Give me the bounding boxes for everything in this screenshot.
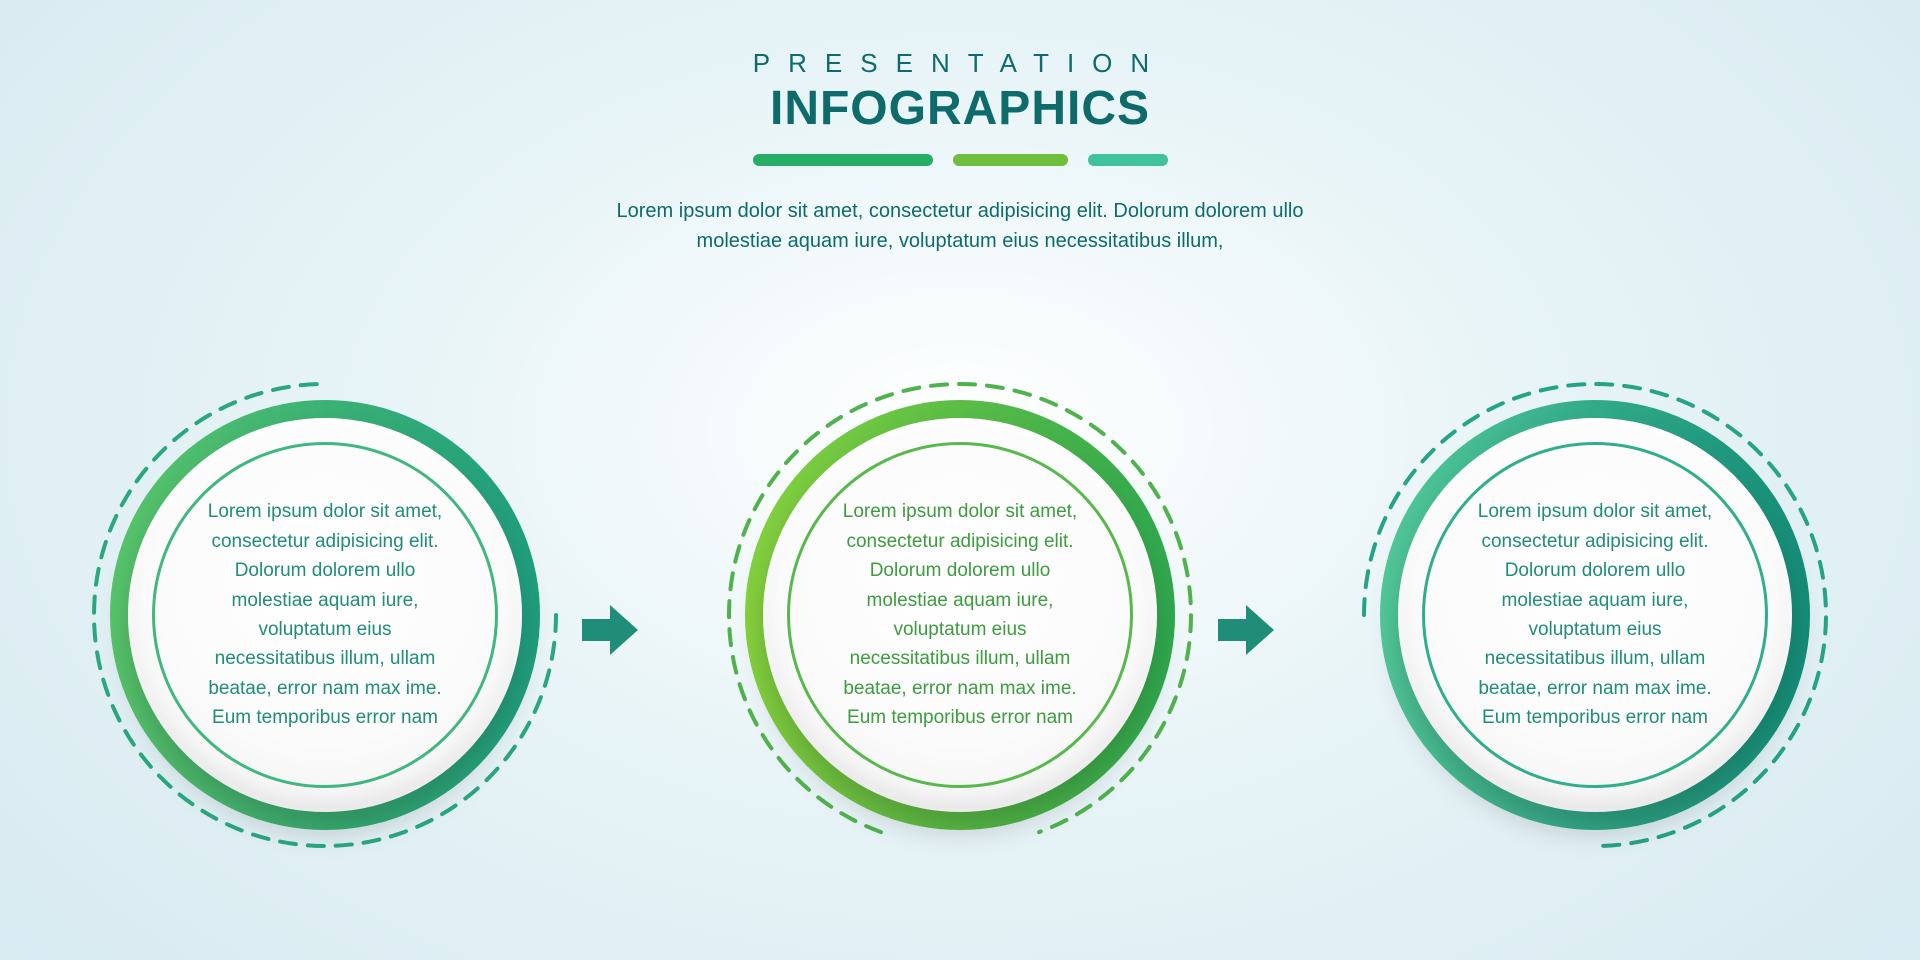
steps-row: Lorem ipsum dolor sit amet, consectetur … [0,380,1920,880]
title-large: INFOGRAPHICS [510,81,1410,136]
title-small: PRESENTATION [510,48,1410,79]
accent-bars [510,154,1410,166]
step-2: Lorem ipsum dolor sit amet, consectetur … [745,400,1175,830]
step-2-text: Lorem ipsum dolor sit amet, consectetur … [813,468,1107,762]
accent-bar-3 [1088,154,1168,166]
header: PRESENTATION INFOGRAPHICS Lorem ipsum do… [510,48,1410,256]
accent-bar-1 [753,154,933,166]
accent-bar-2 [953,154,1068,166]
arrow-right-icon [582,605,638,655]
step-1: Lorem ipsum dolor sit amet, consectetur … [110,400,540,830]
step-3: Lorem ipsum dolor sit amet, consectetur … [1380,400,1810,830]
step-1-text: Lorem ipsum dolor sit amet, consectetur … [178,468,472,762]
step-3-text: Lorem ipsum dolor sit amet, consectetur … [1448,468,1742,762]
arrow-right-icon [1218,605,1274,655]
subtitle: Lorem ipsum dolor sit amet, consectetur … [580,196,1340,256]
